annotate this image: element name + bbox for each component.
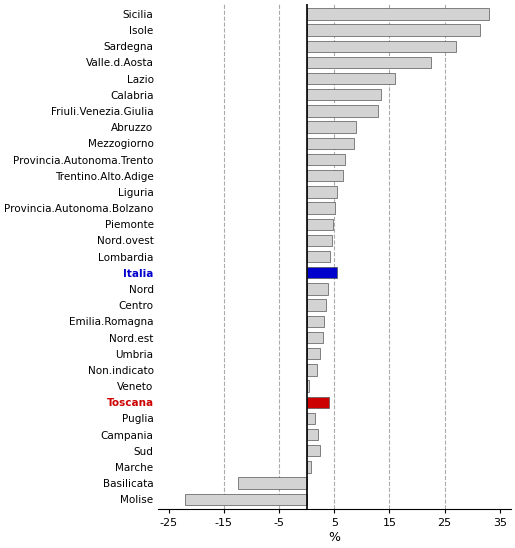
Bar — [307, 235, 332, 246]
Bar — [307, 429, 318, 440]
Bar — [307, 105, 379, 117]
Bar — [185, 494, 307, 505]
Bar — [307, 8, 489, 20]
Bar — [307, 445, 320, 456]
Bar — [307, 348, 320, 359]
Bar — [307, 332, 323, 343]
Bar — [307, 122, 356, 133]
Bar — [307, 461, 311, 472]
Bar — [307, 25, 480, 36]
X-axis label: %: % — [328, 531, 340, 544]
Bar — [307, 283, 328, 295]
Bar — [307, 202, 335, 214]
Bar — [307, 316, 324, 327]
Bar — [307, 267, 337, 278]
Bar — [307, 413, 315, 424]
Bar — [307, 73, 395, 84]
Bar — [307, 89, 381, 100]
Bar — [307, 251, 330, 262]
Bar — [307, 170, 342, 181]
Bar — [307, 138, 354, 149]
Bar — [307, 186, 337, 197]
Bar — [307, 154, 345, 165]
Bar — [307, 380, 310, 392]
Bar — [307, 364, 317, 375]
Bar — [307, 57, 431, 68]
Bar — [307, 219, 333, 230]
Bar — [307, 299, 326, 311]
Bar — [307, 41, 456, 52]
Bar — [238, 477, 307, 489]
Bar — [307, 397, 329, 408]
